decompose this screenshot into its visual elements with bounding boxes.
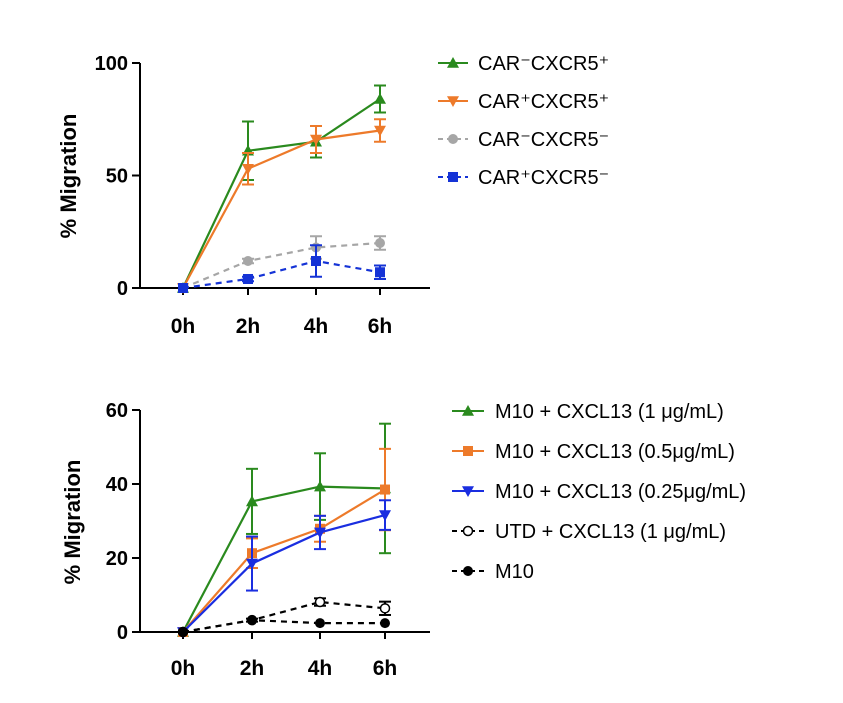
legend-entry: CAR⁺CXCR5⁻ (438, 167, 609, 189)
legend-entry: M10 (452, 561, 534, 583)
series-1 (177, 84, 386, 293)
y-axis-label: % Migration (56, 114, 81, 239)
legend-marker (463, 566, 473, 576)
series-line (182, 129, 381, 289)
legend-entry: CAR⁻CXCR5⁻ (438, 129, 609, 151)
x-tick-label: 4h (308, 657, 333, 680)
y-tick-label: 0 (117, 622, 128, 644)
legend-label: UTD + CXCL13 (1 μg/mL) (495, 521, 726, 543)
data-point (315, 618, 325, 629)
data-point (310, 134, 322, 146)
chart-panel-2: 0 20 40 60 0h 2h 4h 6h % Migration M10 + CXCL13 (… (60, 400, 746, 680)
series-line (182, 488, 386, 633)
x-tick-label: 4h (304, 315, 329, 338)
data-point (374, 125, 386, 137)
data-point (311, 256, 321, 266)
legend-label: CAR⁺CXCR5⁻ (478, 167, 609, 189)
series-line (182, 259, 381, 290)
x-tick-label: 0h (171, 315, 196, 338)
data-point (243, 256, 253, 266)
series-5 (178, 615, 390, 637)
chart-panel-1: 0 50 100 0h 2h 4h 6h % Migration CAR⁻CXCR5⁺ CAR⁺C… (56, 53, 609, 338)
data-point (314, 596, 326, 608)
legend-label: CAR⁺CXCR5⁺ (478, 91, 609, 113)
legend-entry: UTD + CXCL13 (1 μg/mL) (452, 521, 726, 543)
legend-marker (463, 446, 473, 456)
legend-marker (447, 96, 459, 107)
series-4 (178, 244, 386, 293)
legend-marker (448, 134, 458, 144)
series-line (182, 98, 381, 289)
y-tick-label: 60 (106, 400, 128, 422)
data-point (380, 484, 390, 495)
data-point (246, 495, 258, 507)
x-tick-label: 2h (240, 657, 265, 680)
data-point (314, 480, 326, 492)
legend-marker (462, 525, 474, 537)
legend-label: CAR⁻CXCR5⁻ (478, 129, 609, 151)
legend-marker (447, 57, 459, 68)
legend-entry: CAR⁺CXCR5⁺ (438, 91, 609, 113)
legend-entry: CAR⁻CXCR5⁺ (438, 53, 609, 75)
data-point (375, 267, 385, 278)
data-point (178, 283, 188, 293)
legend-entry: M10 + CXCL13 (1 μg/mL) (452, 401, 724, 423)
legend-label: M10 (495, 561, 534, 583)
series-line (182, 600, 386, 634)
data-point (379, 510, 391, 522)
data-point (247, 615, 257, 626)
legend-label: M10 + CXCL13 (0.5μg/mL) (495, 441, 735, 463)
data-point (380, 618, 390, 629)
legend-entry: M10 + CXCL13 (0.5μg/mL) (452, 441, 735, 463)
y-tick-label: 100 (95, 53, 128, 75)
series-line (182, 619, 385, 634)
data-point (243, 274, 253, 284)
legend-marker (462, 405, 474, 416)
y-tick-label: 20 (106, 548, 128, 570)
legend-marker (462, 486, 474, 497)
x-tick-label: 6h (368, 315, 393, 338)
y-tick-label: 50 (106, 166, 128, 188)
x-tick-label: 0h (171, 657, 196, 680)
legend-label: CAR⁻CXCR5⁺ (478, 53, 609, 75)
data-point (374, 93, 386, 104)
legend-marker (448, 172, 458, 182)
y-axis-label: % Migration (60, 460, 85, 585)
series-2 (178, 447, 391, 637)
legend-label: M10 + CXCL13 (1 μg/mL) (495, 401, 724, 423)
data-point (379, 603, 391, 614)
data-point (314, 527, 326, 539)
y-tick-label: 0 (117, 278, 128, 300)
series-line (182, 485, 386, 633)
data-point (246, 558, 258, 570)
legend-label: M10 + CXCL13 (0.25μg/mL) (495, 481, 746, 503)
data-point (375, 238, 385, 248)
series-3 (177, 499, 391, 638)
data-point (178, 627, 188, 637)
legend-entry: M10 + CXCL13 (0.25μg/mL) (452, 481, 746, 503)
x-tick-label: 2h (236, 315, 261, 338)
x-tick-label: 6h (373, 657, 398, 680)
series-line (182, 241, 381, 290)
y-tick-label: 40 (106, 474, 128, 496)
data-point (242, 163, 254, 175)
series-line (182, 514, 386, 633)
